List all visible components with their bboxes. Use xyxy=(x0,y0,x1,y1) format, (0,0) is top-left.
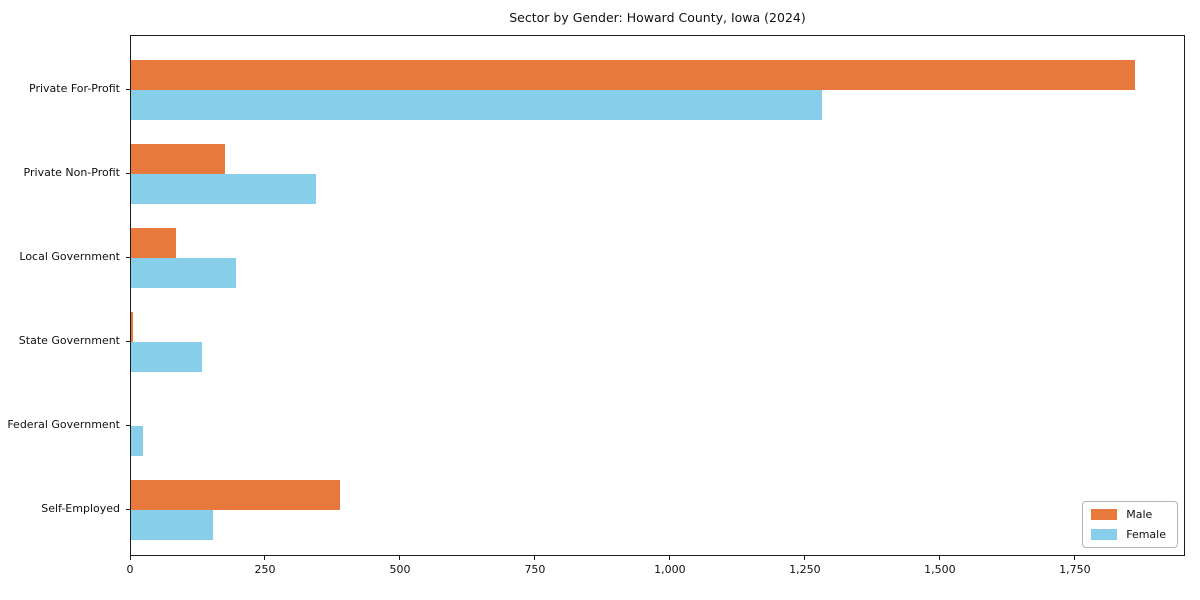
y-tick xyxy=(126,89,130,90)
x-tick xyxy=(804,556,806,560)
y-tick xyxy=(126,341,130,342)
y-tick xyxy=(126,257,130,258)
bar-female-3 xyxy=(131,258,236,288)
x-tick-label: 1,000 xyxy=(654,563,686,576)
x-tick-label: 750 xyxy=(524,563,546,576)
x-tick-label: 1,750 xyxy=(1059,563,1091,576)
x-tick xyxy=(669,556,671,560)
x-tick-label: 500 xyxy=(389,563,411,576)
x-tick xyxy=(399,556,401,560)
x-tick xyxy=(939,556,941,560)
x-tick xyxy=(534,556,536,560)
y-tick-label: Local Government xyxy=(19,250,120,263)
x-tick xyxy=(129,556,131,560)
x-tick-label: 250 xyxy=(254,563,276,576)
plot-area: Male Female xyxy=(130,35,1185,556)
bar-male-4 xyxy=(131,312,133,342)
x-tick-label: 0 xyxy=(126,563,134,576)
legend: Male Female xyxy=(1082,501,1178,548)
bar-male-6 xyxy=(131,480,341,510)
legend-swatch-female xyxy=(1091,529,1118,540)
legend-item-female: Female xyxy=(1091,528,1166,541)
bar-female-1 xyxy=(131,90,823,120)
y-tick xyxy=(126,509,130,510)
y-tick-label: State Government xyxy=(18,334,120,347)
y-tick xyxy=(126,425,130,426)
y-tick-label: Private Non-Profit xyxy=(23,166,120,179)
y-tick-label: Federal Government xyxy=(7,418,120,431)
bar-male-2 xyxy=(131,144,226,174)
y-tick-label: Private For-Profit xyxy=(29,82,120,95)
bar-male-3 xyxy=(131,228,176,258)
legend-swatch-male xyxy=(1091,509,1118,520)
bar-male-1 xyxy=(131,60,1136,90)
x-tick xyxy=(1074,556,1076,560)
legend-label-female: Female xyxy=(1126,528,1166,541)
legend-label-male: Male xyxy=(1126,508,1153,521)
x-tick xyxy=(264,556,266,560)
x-tick-label: 1,250 xyxy=(789,563,821,576)
y-tick-label: Self-Employed xyxy=(41,502,120,515)
bar-female-5 xyxy=(131,426,143,456)
chart-title: Sector by Gender: Howard County, Iowa (2… xyxy=(509,10,806,25)
bar-female-4 xyxy=(131,342,202,372)
bar-female-2 xyxy=(131,174,317,204)
legend-item-male: Male xyxy=(1091,508,1166,521)
y-tick xyxy=(126,173,130,174)
x-tick-label: 1,500 xyxy=(924,563,956,576)
bar-female-6 xyxy=(131,510,214,540)
